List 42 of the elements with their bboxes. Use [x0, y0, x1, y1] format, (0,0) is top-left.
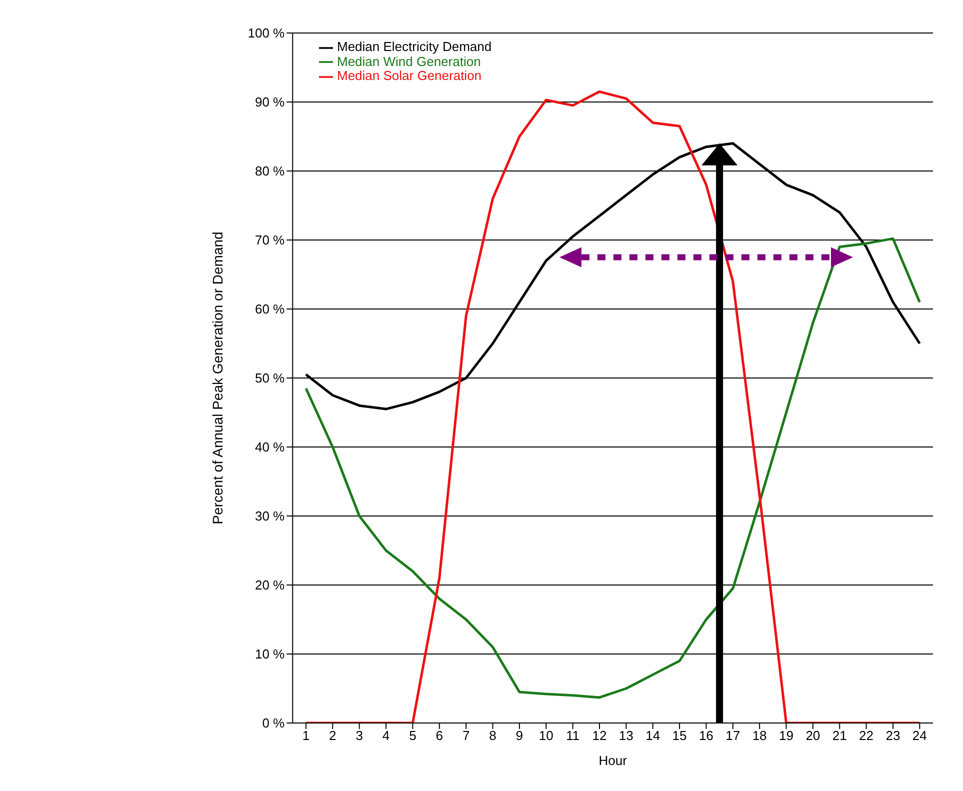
line-series: [304, 237, 921, 699]
y-tick-label: 80 %: [254, 164, 286, 179]
x-tick-label: 3: [356, 728, 363, 744]
legend-label: Median Electricity Demand: [337, 39, 492, 54]
x-axis-title: Hour: [598, 753, 628, 768]
y-tick-label: 0 %: [262, 716, 286, 731]
y-tick-label: 70 %: [254, 232, 286, 248]
x-tick-label: 7: [462, 728, 470, 744]
x-tick-label: 19: [779, 728, 794, 744]
x-tick-label: 15: [672, 728, 687, 744]
y-tick-label: 100 %: [248, 26, 286, 41]
x-tick-label: 1: [302, 728, 310, 744]
x-tick-label: 14: [646, 728, 660, 744]
x-tick-label: 23: [886, 728, 900, 744]
x-tick-label: 16: [698, 728, 714, 744]
line-series: [304, 90, 921, 723]
x-tick-label: 4: [382, 728, 390, 744]
y-tick-label: 20 %: [254, 578, 286, 593]
x-tick-label: 6: [436, 728, 443, 744]
x-tick-label: 21: [832, 728, 847, 744]
x-tick-label: 9: [516, 728, 524, 744]
y-tick-label: 50 %: [254, 370, 286, 386]
legend-label: Median Solar Generation: [337, 68, 482, 84]
x-tick-label: 8: [489, 728, 496, 744]
x-tick-label: 12: [592, 728, 607, 744]
y-tick-label: 60 %: [254, 302, 286, 317]
legend-label: Median Wind Generation: [337, 54, 481, 69]
x-tick-label: 11: [566, 728, 580, 744]
x-tick-label: 2: [329, 728, 336, 744]
x-tick-label: 22: [859, 728, 874, 744]
x-tick-label: 20: [806, 728, 820, 744]
x-tick-label: 17: [726, 728, 740, 744]
y-tick-label: 30 %: [254, 508, 286, 524]
x-tick-label: 18: [752, 728, 767, 744]
y-axis-title: Percent of Annual Peak Generation or Demand: [210, 232, 226, 524]
x-tick-label: 10: [538, 728, 554, 744]
y-tick-label: 10 %: [254, 646, 286, 662]
y-tick-label: 90 %: [254, 94, 286, 110]
x-tick-label: 13: [618, 728, 634, 744]
x-tick-label: 24: [912, 728, 927, 744]
x-tick-label: 5: [409, 728, 416, 744]
y-tick-label: 40 %: [254, 440, 286, 455]
